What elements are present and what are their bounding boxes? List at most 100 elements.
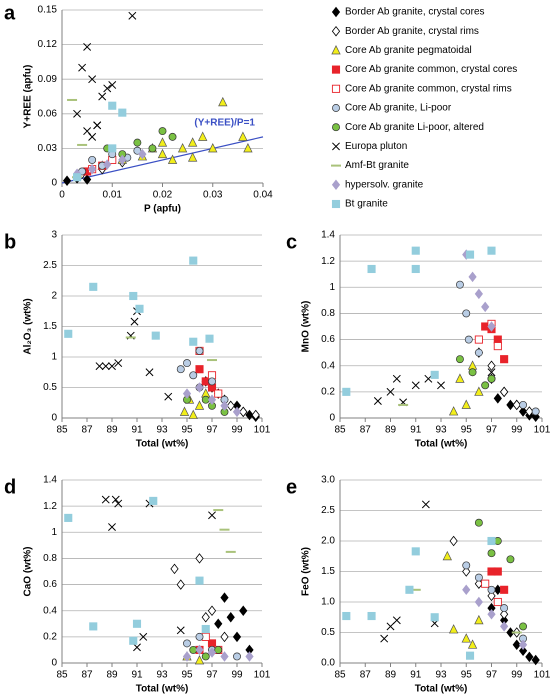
point	[183, 639, 191, 648]
point	[179, 406, 190, 416]
point	[220, 592, 229, 603]
point	[151, 331, 160, 340]
point	[462, 561, 471, 570]
y-axis-label: Al₂O₃ (wt%)	[23, 298, 34, 354]
y-tick-label: 0.0	[321, 658, 335, 669]
point	[481, 381, 490, 390]
x-tick-label: 101	[534, 670, 550, 681]
point	[233, 652, 241, 661]
x-tick-label: 89	[385, 670, 397, 681]
point	[474, 614, 484, 625]
legend-entry: Core Ab granite, Li-poor	[345, 103, 452, 114]
point	[411, 381, 420, 390]
point	[487, 590, 496, 602]
y-tick-label: 2	[51, 291, 57, 302]
x-tick-label: 99	[231, 425, 243, 436]
point	[462, 309, 471, 318]
x-tick-label: 93	[156, 670, 168, 681]
point	[64, 329, 73, 338]
ratio-line	[61, 136, 264, 184]
point	[455, 355, 464, 364]
point	[481, 301, 490, 313]
point	[493, 342, 502, 351]
point	[177, 143, 188, 153]
point	[500, 355, 509, 364]
point	[214, 645, 223, 654]
point	[194, 655, 205, 665]
x-tick-label: 87	[81, 425, 93, 436]
point	[474, 573, 483, 582]
point	[220, 400, 229, 412]
point	[108, 523, 116, 532]
point	[189, 337, 198, 346]
point	[170, 563, 179, 575]
x-tick-label: 95	[181, 670, 193, 681]
y-axis-label: CaO (wt%)	[23, 547, 34, 597]
point	[243, 143, 253, 153]
point	[462, 566, 471, 577]
point	[487, 368, 496, 377]
y-tick-label: 3.0	[321, 475, 335, 486]
point	[108, 144, 117, 153]
panel-label: a	[4, 2, 16, 24]
y-tick-label: 1	[51, 527, 57, 538]
point	[462, 584, 471, 596]
point	[487, 536, 496, 546]
y-tick-label: 0.5	[43, 382, 57, 393]
point	[392, 616, 401, 625]
x-tick-label: 89	[385, 425, 397, 436]
point	[207, 605, 217, 616]
point	[525, 406, 534, 417]
point	[474, 386, 484, 396]
point	[208, 143, 218, 153]
point	[411, 264, 420, 274]
point	[500, 585, 509, 594]
y-tick-label: 0.8	[43, 553, 57, 564]
point	[367, 611, 376, 621]
x-axis-label: Total (wt%)	[136, 439, 189, 450]
point	[195, 382, 204, 393]
point	[108, 81, 117, 89]
point	[493, 597, 502, 607]
point	[108, 362, 116, 371]
legend-entry: Core Ab granite common, crystal cores	[345, 64, 517, 75]
point	[114, 499, 123, 508]
point	[468, 271, 477, 283]
point	[88, 155, 97, 164]
point	[135, 304, 144, 313]
point	[481, 579, 490, 588]
legend-marker	[331, 45, 341, 55]
point	[519, 400, 528, 409]
x-tick-label: 87	[360, 425, 372, 436]
point	[437, 381, 445, 390]
point	[232, 406, 242, 418]
x-tick-label: 99	[231, 670, 243, 681]
x-tick-label: 91	[410, 425, 422, 436]
y-tick-label: 0.12	[38, 39, 58, 50]
x-tick-label: 97	[206, 670, 218, 681]
legend-marker	[331, 25, 341, 37]
point	[518, 406, 528, 417]
point	[195, 346, 204, 355]
legend-marker	[332, 123, 340, 132]
point	[455, 280, 464, 289]
point	[251, 409, 260, 421]
point	[195, 576, 204, 585]
point	[133, 138, 142, 147]
point	[88, 132, 97, 141]
x-tick-label: 85	[56, 425, 68, 436]
y-tick-label: 0.6	[43, 579, 57, 590]
legend-marker	[331, 84, 341, 93]
point	[133, 643, 141, 652]
point	[531, 411, 540, 422]
x-tick-label: 91	[410, 670, 422, 681]
point	[487, 585, 496, 594]
point	[525, 651, 534, 663]
point	[148, 144, 157, 153]
point	[380, 634, 389, 643]
x-axis-label: Total (wt%)	[415, 684, 468, 695]
legend-entry: Amf-Bt granite	[345, 160, 409, 171]
point	[493, 393, 502, 404]
point	[373, 397, 382, 405]
point	[164, 392, 173, 401]
